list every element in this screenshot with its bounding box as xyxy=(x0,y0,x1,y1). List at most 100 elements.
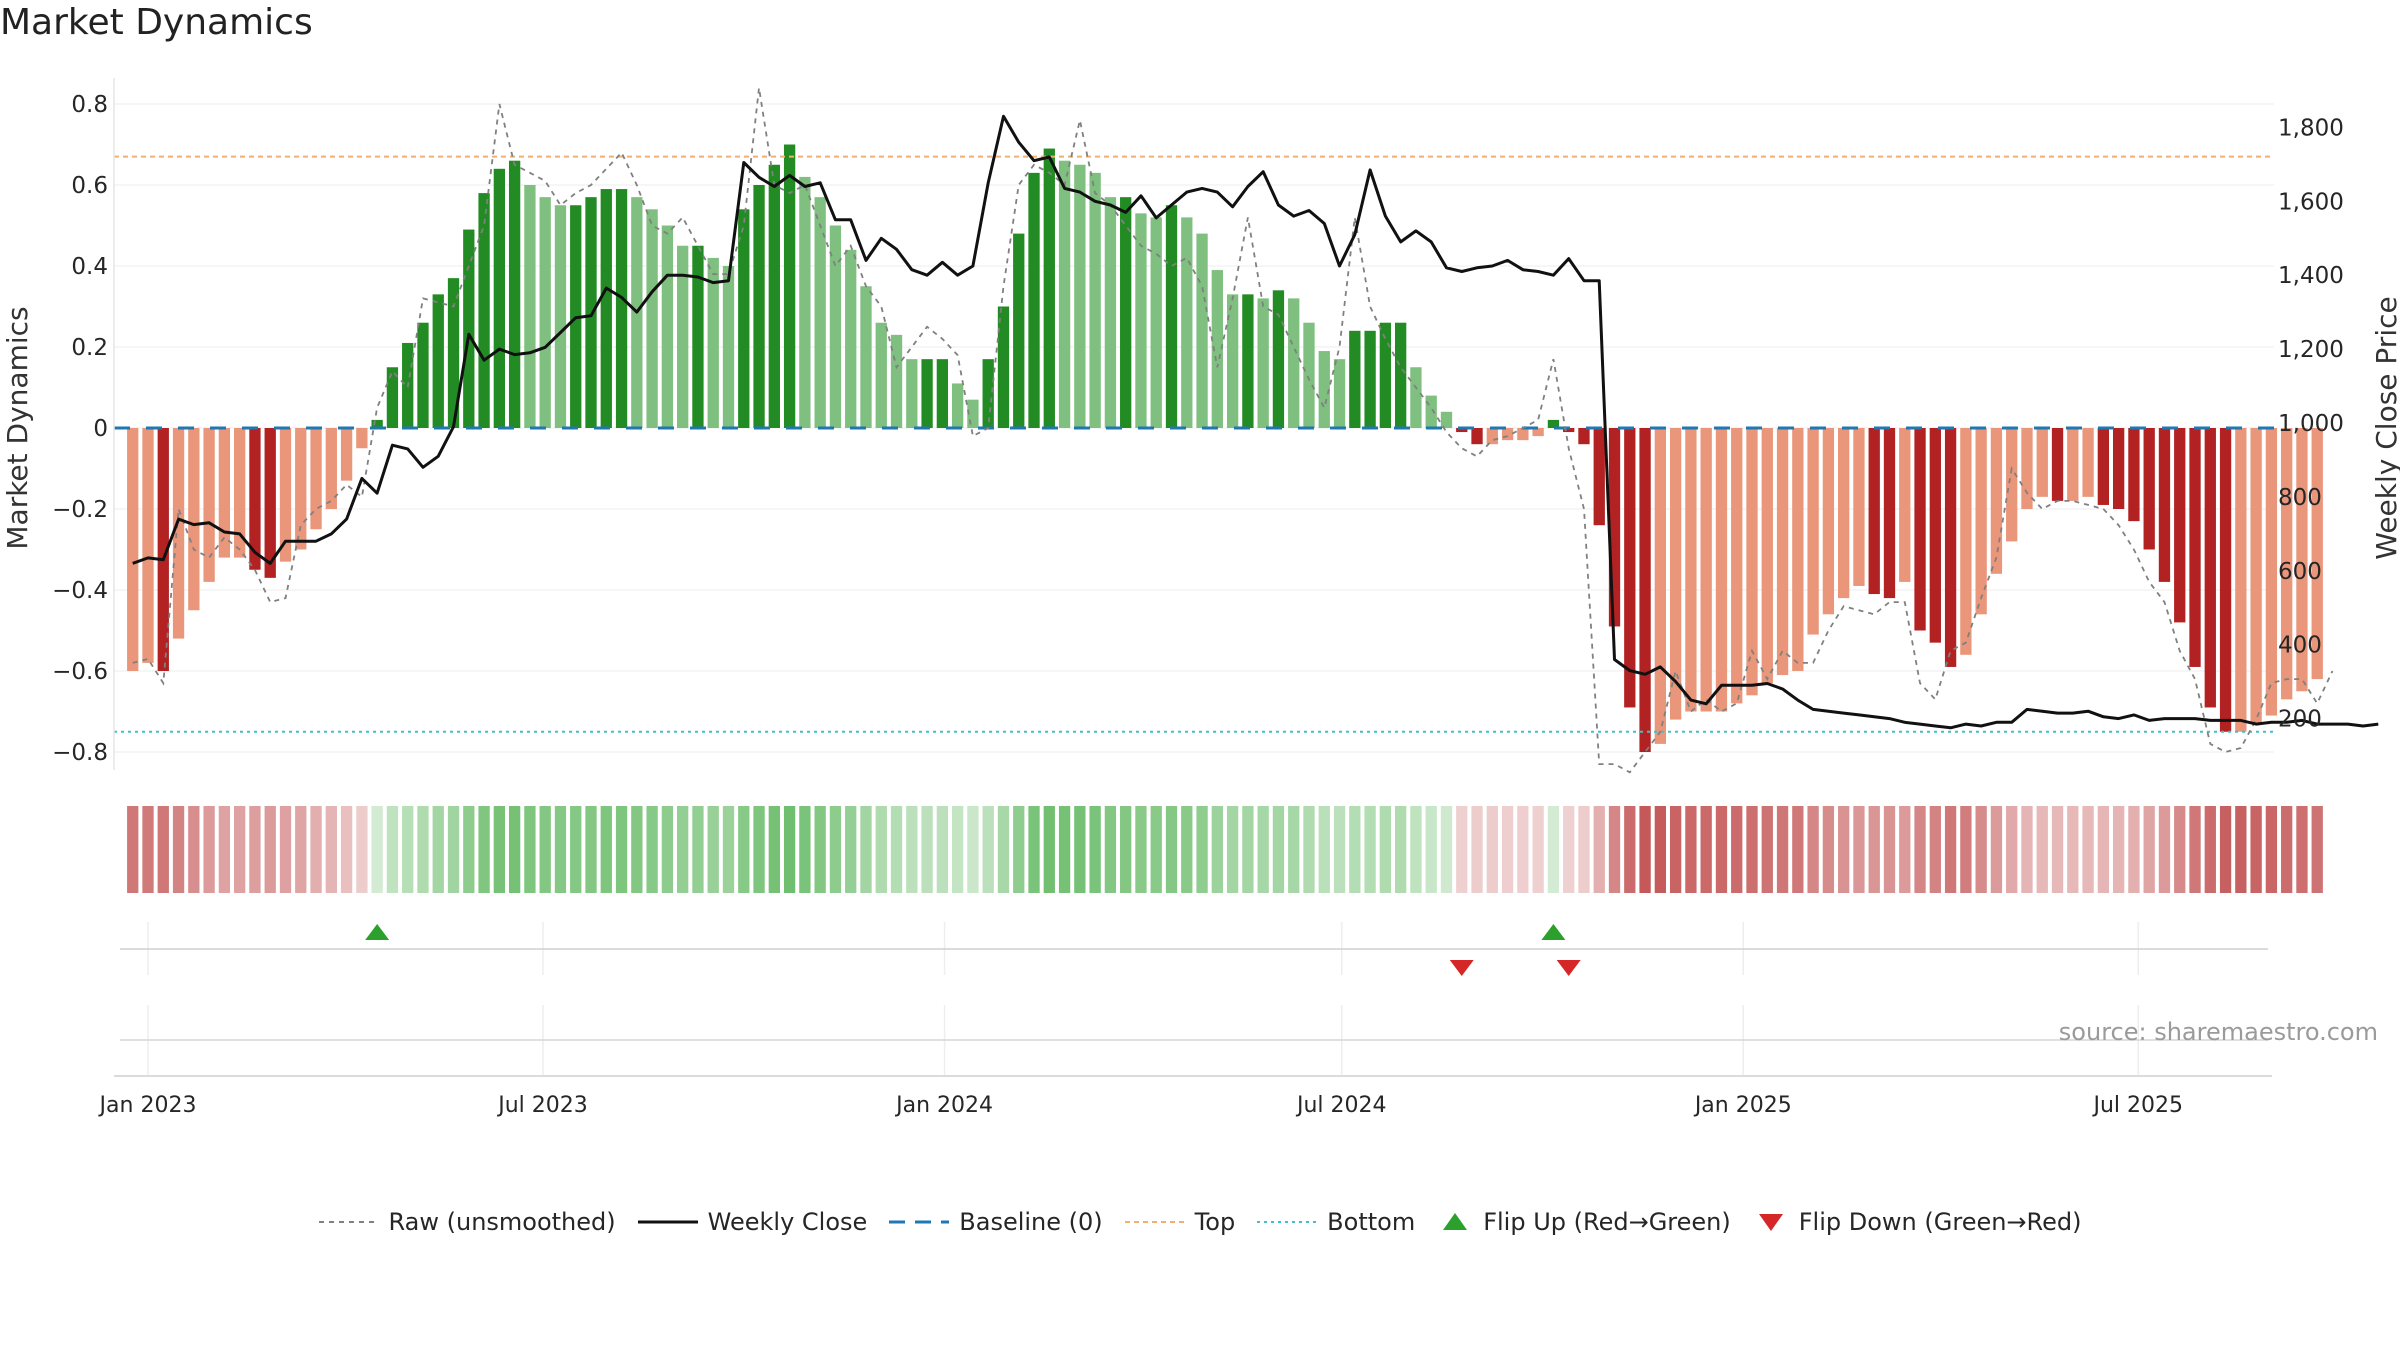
regime-cell xyxy=(508,806,521,893)
regime-cell xyxy=(432,806,444,893)
regime-cell xyxy=(1563,806,1575,893)
regime-cell xyxy=(1211,806,1223,893)
regime-cell xyxy=(249,806,261,893)
x-tick-label: Jan 2023 xyxy=(98,1093,197,1118)
regime-cell xyxy=(1838,806,1850,893)
regime-cell xyxy=(2143,806,2155,893)
y-tick-label: 0.8 xyxy=(71,92,108,118)
regime-cell xyxy=(1074,806,1086,893)
regime-cell xyxy=(1700,806,1712,893)
regime-cell xyxy=(1501,806,1514,893)
regime-cell xyxy=(1593,806,1605,893)
regime-cell xyxy=(1853,806,1865,893)
regime-cell xyxy=(1120,806,1132,893)
legend-label-top: Top xyxy=(1194,1208,1236,1236)
y-tick-label: 0 xyxy=(93,416,108,442)
chart-title: Market Dynamics xyxy=(0,2,313,43)
bar xyxy=(249,428,261,570)
regime-cell xyxy=(1333,806,1346,893)
x-tick-label: Jul 2023 xyxy=(496,1093,588,1118)
bar xyxy=(1899,428,1911,582)
regime-cell xyxy=(1715,806,1728,893)
regime-cell xyxy=(661,806,674,893)
bar xyxy=(1593,428,1605,526)
regime-cell xyxy=(677,806,689,893)
regime-cell xyxy=(371,806,383,893)
bar xyxy=(1456,428,1468,433)
bar xyxy=(875,322,887,428)
raw-line xyxy=(132,87,2334,774)
x-tick-label: Jul 2024 xyxy=(1295,1093,1387,1118)
y-tick-label: 0.2 xyxy=(71,335,108,361)
y-tick-label: −0.6 xyxy=(52,659,108,685)
bar xyxy=(814,197,826,428)
regime-cell xyxy=(1669,806,1682,893)
regime-cell xyxy=(982,806,994,893)
legend: Raw (unsmoothed) Weekly Close Baseline (… xyxy=(0,1208,2400,1236)
regime-cell xyxy=(1944,806,1957,893)
bar xyxy=(1028,172,1040,428)
regime-cell xyxy=(1822,806,1835,893)
x-tick-label: Jul 2025 xyxy=(2092,1093,2184,1118)
bar xyxy=(2311,428,2323,680)
bar xyxy=(585,197,597,428)
y2-tick-label: 1,400 xyxy=(2278,263,2344,289)
bar xyxy=(539,197,551,428)
bar xyxy=(1364,330,1376,428)
y2-tick-label: 1,000 xyxy=(2278,411,2344,437)
regime-cell xyxy=(860,806,872,893)
bar xyxy=(1578,428,1590,445)
bar xyxy=(218,428,231,558)
regime-cell xyxy=(539,806,551,893)
bar xyxy=(1700,428,1712,712)
bar xyxy=(1517,428,1529,441)
bar xyxy=(1990,428,2003,574)
bar xyxy=(1196,233,1208,428)
regime-cell xyxy=(783,806,796,893)
bar xyxy=(1058,160,1071,428)
regime-cell xyxy=(1058,806,1071,893)
regime-cell xyxy=(1746,806,1758,893)
bar xyxy=(1776,428,1789,676)
bar xyxy=(783,144,796,428)
bar xyxy=(1440,411,1453,428)
flip-up-marker xyxy=(365,924,390,940)
regime-cell xyxy=(799,806,811,893)
regime-cell xyxy=(1654,806,1667,893)
regime-cell xyxy=(1379,806,1392,893)
y2-tick-label: 1,600 xyxy=(2278,189,2344,215)
regime-cell xyxy=(1226,806,1239,893)
regime-cell xyxy=(1547,806,1560,893)
bar xyxy=(2265,428,2278,716)
bar xyxy=(799,176,811,428)
regime-cell xyxy=(188,806,200,893)
regime-cell xyxy=(295,806,307,893)
regime-cell xyxy=(1425,806,1437,893)
bar xyxy=(295,428,307,550)
bar xyxy=(997,306,1010,428)
bar xyxy=(1425,395,1437,428)
regime-cell xyxy=(906,806,918,893)
regime-cell xyxy=(2082,806,2094,893)
bar xyxy=(1838,428,1850,599)
regime-cell xyxy=(2189,806,2201,893)
regime-cell xyxy=(2174,806,2186,893)
y-axis-label: Market Dynamics xyxy=(1,306,34,549)
bar xyxy=(2036,428,2048,497)
bar xyxy=(936,359,949,428)
regime-cell xyxy=(921,806,933,893)
regime-cell xyxy=(1104,806,1117,893)
bar xyxy=(1914,428,1926,631)
bar xyxy=(417,322,429,428)
legend-item-flip-down: Flip Down (Green→Red) xyxy=(1753,1208,2082,1236)
bar xyxy=(1929,428,1941,643)
regime-cell xyxy=(1410,806,1422,893)
regime-cell xyxy=(478,806,490,893)
regime-cell xyxy=(845,806,857,893)
regime-cell xyxy=(1914,806,1926,893)
x-tick-label: Jan 2025 xyxy=(1693,1093,1792,1118)
bar xyxy=(1685,428,1697,712)
bar xyxy=(1883,428,1896,599)
regime-cell xyxy=(2281,806,2293,893)
bar xyxy=(1501,428,1514,441)
